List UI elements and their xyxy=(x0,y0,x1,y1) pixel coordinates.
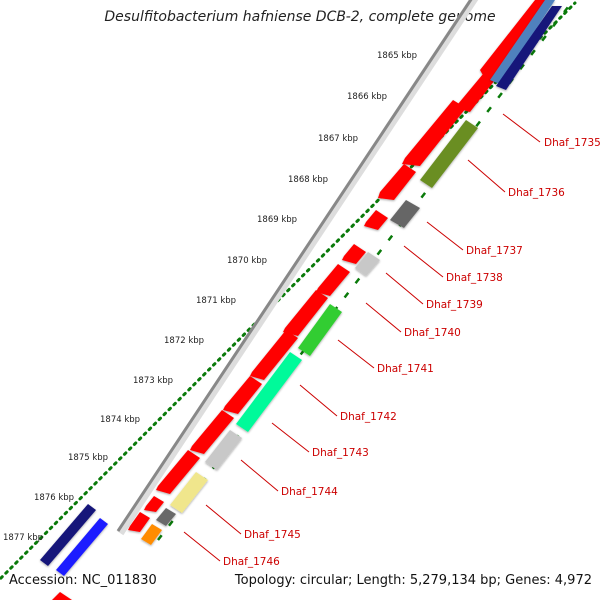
gene-block-1739[interactable] xyxy=(355,252,380,276)
gene-label[interactable]: Dhaf_1745 xyxy=(244,529,301,541)
gene-label[interactable]: Dhaf_1735 xyxy=(544,137,600,149)
gene-block-1746[interactable] xyxy=(141,524,162,545)
forward-strand-genes xyxy=(52,0,550,600)
gene-leader-line xyxy=(240,459,279,492)
gene-block-1737[interactable] xyxy=(390,200,420,228)
backbone-ring-shadow xyxy=(116,0,479,536)
forward-gene[interactable] xyxy=(316,264,350,296)
scale-labels: 1877 kbp 1876 kbp 1875 kbp 1874 kbp 1873 kbp… xyxy=(3,51,417,543)
gene-block-1744[interactable] xyxy=(170,472,208,513)
forward-gene[interactable] xyxy=(342,244,366,264)
gene-label[interactable]: Dhaf_1744 xyxy=(281,486,338,498)
colored-genes xyxy=(40,0,562,576)
forward-gene[interactable] xyxy=(144,496,164,512)
topology-label: Topology: circular; Length: 5,279,134 bp… xyxy=(234,573,592,588)
forward-gene[interactable] xyxy=(378,164,416,200)
gene-block-1741[interactable] xyxy=(298,304,342,356)
gene-leader-line xyxy=(299,384,338,417)
forward-gene[interactable] xyxy=(156,450,200,494)
scale-tick-label: 1874 kbp xyxy=(100,415,140,425)
forward-gene[interactable] xyxy=(402,100,466,166)
gene-leader-line xyxy=(426,221,464,251)
gene-label[interactable]: Dhaf_1742 xyxy=(340,411,397,423)
gene-block-navy[interactable] xyxy=(40,504,96,566)
gene-label[interactable]: Dhaf_1738 xyxy=(446,272,503,284)
scale-tick-label: 1873 kbp xyxy=(133,376,173,386)
gene-block-1743[interactable] xyxy=(205,430,242,470)
scale-tick-label: 1870 kbp xyxy=(227,256,267,266)
gene-leader-line xyxy=(183,531,221,562)
accession-label: Accession: NC_011830 xyxy=(9,573,157,588)
scale-tick-label: 1867 kbp xyxy=(318,134,358,144)
map-title: Desulfitobacterium hafniense DCB-2, comp… xyxy=(104,9,496,25)
forward-gene[interactable] xyxy=(190,410,234,454)
forward-gene[interactable] xyxy=(283,290,328,336)
scale-tick-label: 1871 kbp xyxy=(196,296,236,306)
gene-leader-line xyxy=(271,422,310,453)
forward-gene[interactable] xyxy=(52,592,72,600)
scale-ruler-outer xyxy=(0,1,577,582)
forward-gene[interactable] xyxy=(223,376,262,414)
forward-gene[interactable] xyxy=(364,210,388,230)
scale-tick-label: 1868 kbp xyxy=(288,175,328,185)
gene-leader-line xyxy=(205,504,242,535)
gene-label[interactable]: Dhaf_1743 xyxy=(312,447,369,459)
gene-label[interactable]: Dhaf_1736 xyxy=(508,187,565,199)
gene-label[interactable]: Dhaf_1739 xyxy=(426,299,483,311)
forward-gene[interactable] xyxy=(128,512,150,532)
gene-leader-line xyxy=(365,302,402,333)
gene-block-1745[interactable] xyxy=(156,508,176,526)
gene-labels: Dhaf_1735 Dhaf_1736 Dhaf_1737 Dhaf_1738 Dhaf… xyxy=(183,113,600,568)
scale-tick-label: 1872 kbp xyxy=(164,336,204,346)
scale-tick-label: 1866 kbp xyxy=(347,92,387,102)
gene-leader-line xyxy=(467,159,506,193)
gene-label[interactable]: Dhaf_1746 xyxy=(223,556,280,568)
backbone-ring xyxy=(116,0,473,532)
gene-block-blue[interactable] xyxy=(56,518,108,576)
scale-tick-label: 1876 kbp xyxy=(34,493,74,503)
gene-leader-line xyxy=(403,245,444,278)
gene-block-1735[interactable] xyxy=(496,6,562,90)
gene-label[interactable]: Dhaf_1741 xyxy=(377,363,434,375)
forward-gene[interactable] xyxy=(456,68,498,112)
gene-leader-line xyxy=(502,113,541,143)
scale-tick-label: 1869 kbp xyxy=(257,215,297,225)
scale-tick-label: 1877 kbp xyxy=(3,533,43,543)
gene-leader-line xyxy=(337,339,375,369)
gene-block-1735-light[interactable] xyxy=(490,0,555,84)
scale-tick-label: 1865 kbp xyxy=(377,51,417,61)
gene-label[interactable]: Dhaf_1737 xyxy=(466,245,523,257)
forward-gene[interactable] xyxy=(250,330,298,380)
scale-tick-label: 1875 kbp xyxy=(68,453,108,463)
gene-block-1742[interactable] xyxy=(236,352,302,432)
gene-label[interactable]: Dhaf_1740 xyxy=(404,327,461,339)
gene-leader-line xyxy=(385,272,424,305)
gene-block-1736[interactable] xyxy=(420,120,478,188)
